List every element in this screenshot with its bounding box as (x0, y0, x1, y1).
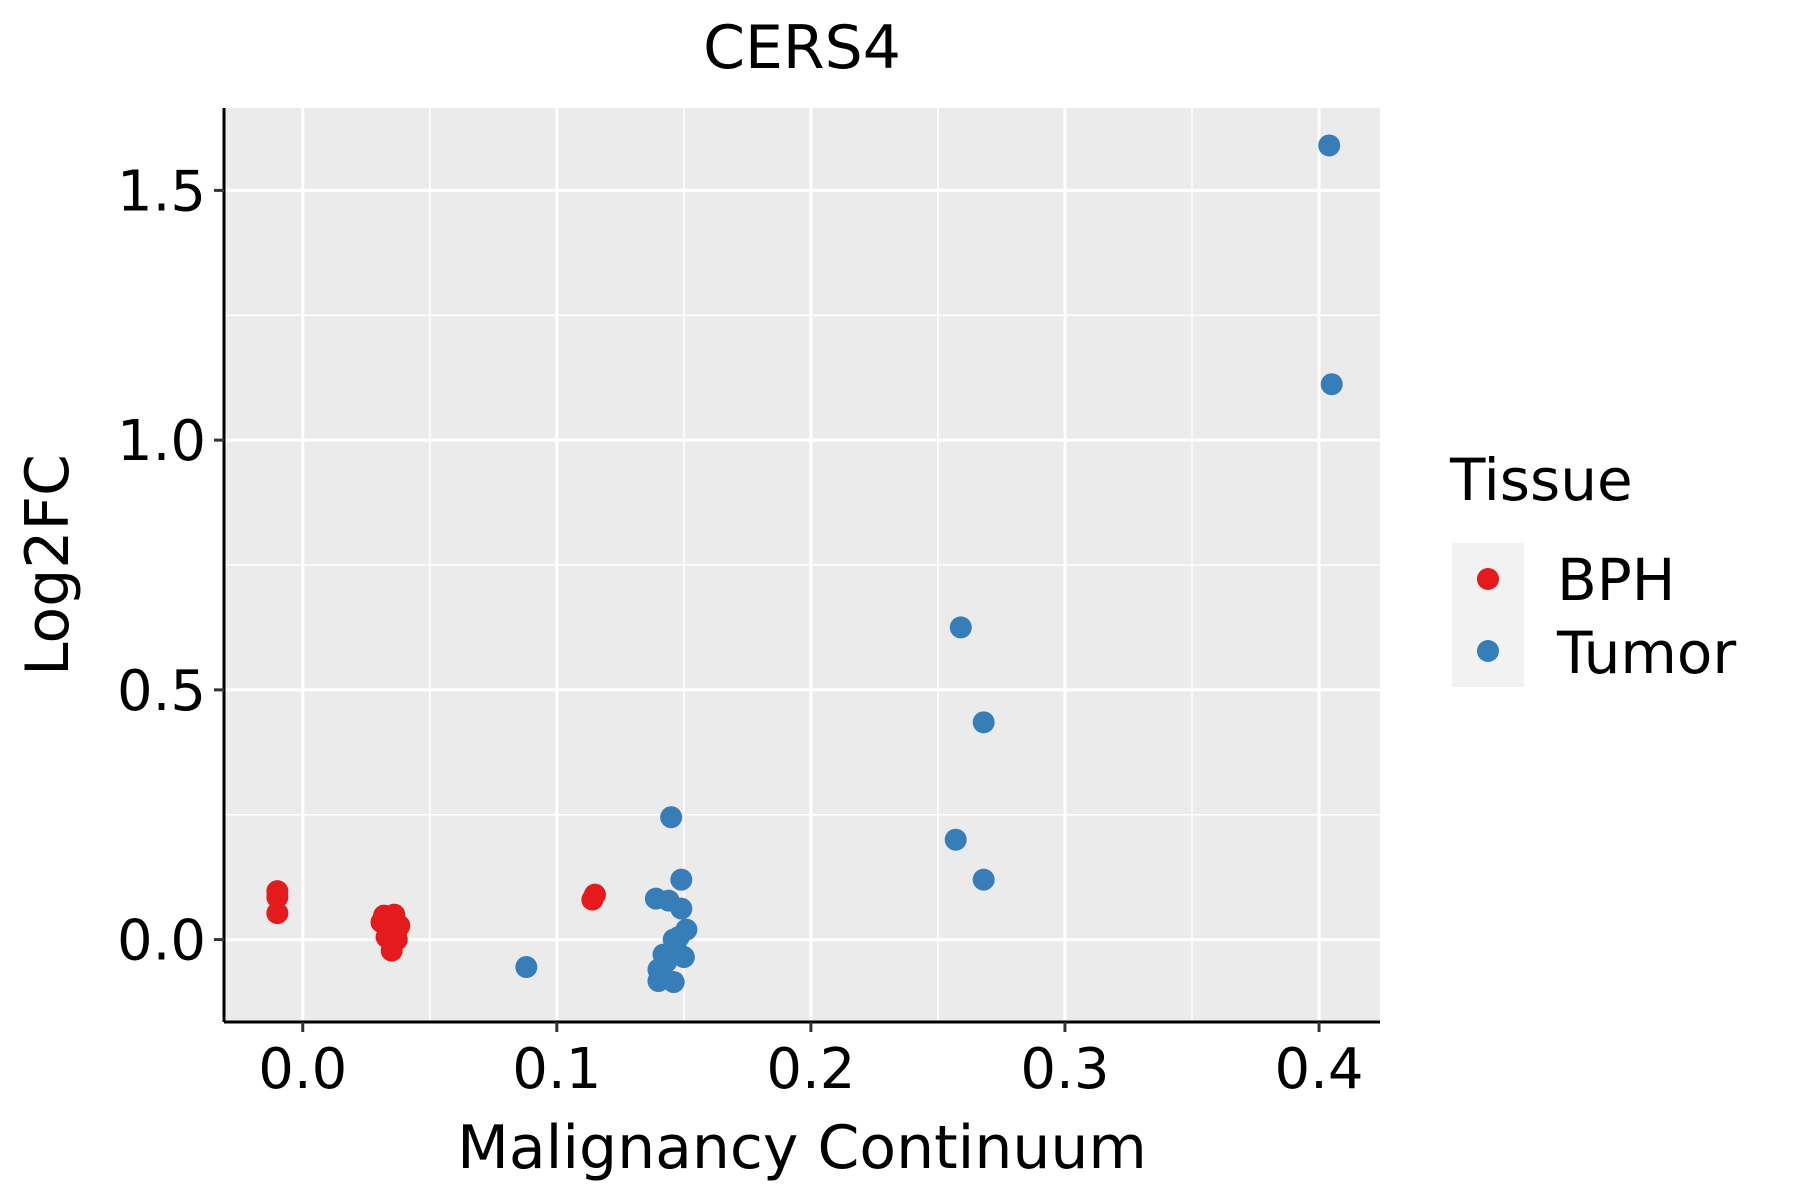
y-axis-ticks: 0.0 0.5 1.0 1.5 (117, 159, 224, 974)
legend-label-bph: BPH (1557, 546, 1675, 614)
data-point-tumor (972, 711, 995, 734)
x-axis-title: Malignancy Continuum (457, 1113, 1147, 1183)
data-point-tumor (1320, 373, 1343, 396)
x-tick-label: 0.1 (512, 1037, 601, 1102)
data-point-tumor (515, 956, 538, 979)
x-tick-label: 0.0 (258, 1037, 347, 1102)
legend-key-tumor (1477, 640, 1499, 662)
data-point-bph (388, 914, 411, 937)
legend-key-background (1452, 543, 1524, 687)
data-point-bph (266, 902, 289, 925)
y-tick-label: 0.5 (117, 659, 206, 724)
major-gridlines (224, 108, 1380, 1022)
data-point-tumor (949, 616, 972, 639)
data-point-tumor (675, 918, 698, 941)
y-axis-title: Log2FC (13, 454, 83, 676)
data-point-tumor (660, 806, 683, 829)
series-bph (266, 880, 606, 962)
data-point-tumor (670, 868, 693, 891)
data-point-tumor (670, 897, 693, 920)
y-tick-label: 1.0 (117, 409, 206, 474)
data-point-bph (583, 883, 606, 906)
data-point-tumor (662, 971, 685, 994)
data-point-tumor (972, 868, 995, 891)
x-tick-label: 0.3 (1020, 1037, 1109, 1102)
data-point-tumor (944, 828, 967, 851)
legend: Tissue BPH Tumor (1449, 446, 1736, 687)
x-axis-ticks: 0.0 0.1 0.2 0.3 0.4 (258, 1022, 1364, 1102)
data-point-tumor (1318, 134, 1341, 157)
x-tick-label: 0.2 (766, 1037, 855, 1102)
series-tumor (515, 134, 1343, 994)
x-tick-label: 0.4 (1274, 1037, 1363, 1102)
y-tick-label: 1.5 (117, 159, 206, 224)
legend-title: Tissue (1449, 446, 1633, 514)
y-tick-label: 0.0 (117, 909, 206, 974)
minor-gridlines (224, 108, 1380, 1022)
chart-title: CERS4 (703, 13, 901, 83)
data-point-bph (266, 886, 289, 909)
legend-label-tumor: Tumor (1556, 619, 1736, 687)
legend-key-bph (1477, 568, 1499, 590)
data-point-tumor (672, 946, 695, 969)
